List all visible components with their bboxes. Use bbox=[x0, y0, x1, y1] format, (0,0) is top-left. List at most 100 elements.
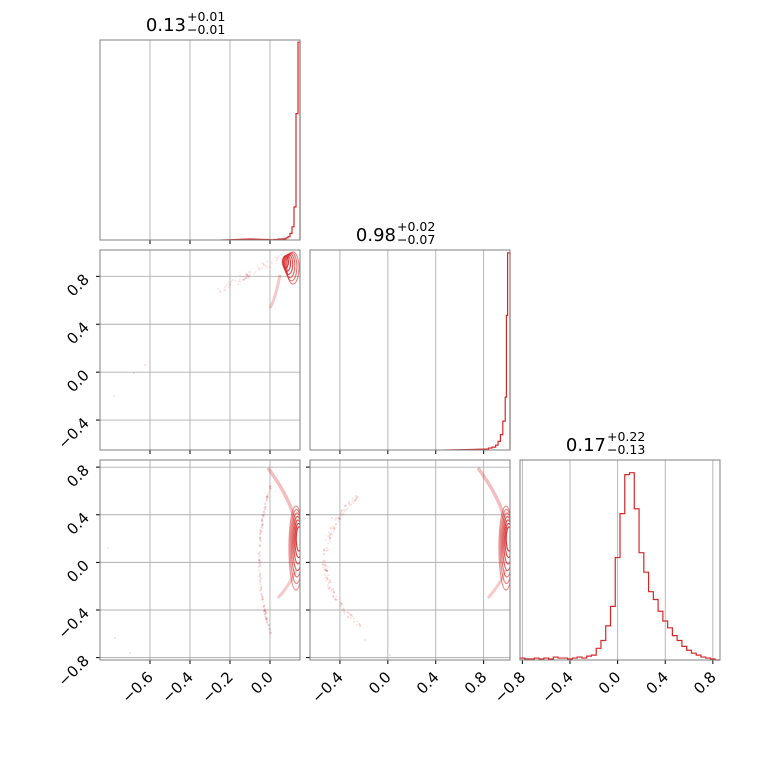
panel-2-0-sample bbox=[258, 579, 261, 582]
panel-1-0-sample bbox=[237, 283, 240, 286]
panel-2-1-sample bbox=[321, 563, 324, 566]
panel-2-0-sample bbox=[259, 580, 262, 583]
panel-2-0-sample bbox=[259, 555, 262, 558]
panel-2-1-sample bbox=[324, 564, 327, 567]
panel-2-1-sample bbox=[332, 587, 335, 590]
panel-2-1-sample bbox=[326, 565, 329, 568]
panel-1-0-ytick-label-1: 0.0 bbox=[63, 366, 93, 396]
panel-2-1-sample bbox=[332, 591, 335, 594]
panel-2-0-sample bbox=[259, 564, 262, 567]
panel-2-0-sample bbox=[261, 525, 264, 528]
panel-2-0-sample bbox=[258, 552, 261, 555]
panel-2-1-sample bbox=[346, 507, 349, 510]
panel-2-0-sample bbox=[258, 559, 261, 562]
panel-1-0-sample bbox=[244, 277, 247, 280]
panel-2-1-sample bbox=[339, 601, 342, 604]
panel-1-0-contour bbox=[281, 255, 290, 269]
panel-2-1-sample bbox=[328, 537, 331, 540]
panel-2-0-sample bbox=[266, 495, 269, 498]
panel-2-0-sample bbox=[263, 609, 266, 612]
panel-2-1-sample bbox=[329, 527, 332, 530]
panel-2-0-ytick-label-1: −0.4 bbox=[54, 604, 92, 642]
panel-2-1-sample bbox=[331, 533, 334, 536]
panel-2-1-sample bbox=[334, 517, 337, 520]
panel-2-0-sample bbox=[265, 618, 268, 621]
panel-2-1-sample bbox=[341, 513, 344, 516]
panel-2-1-sample bbox=[326, 535, 329, 538]
panel-2-0-xtick-label-1: −0.4 bbox=[158, 668, 196, 706]
panel-2-0-sample bbox=[260, 586, 263, 589]
panel-2-1-sample bbox=[340, 603, 343, 606]
panel-2-0-sample bbox=[258, 559, 261, 562]
panel-2-1-sample bbox=[326, 569, 329, 572]
panel-2-0-sample bbox=[260, 587, 263, 590]
panel-2-1-sample bbox=[344, 505, 347, 508]
panel-1-0-sample bbox=[245, 276, 248, 279]
panel-2-0-sample bbox=[261, 598, 264, 601]
panel-2-1-sample bbox=[326, 578, 329, 581]
panel-2-0-sample bbox=[258, 569, 261, 572]
panel-1-0-sample bbox=[270, 261, 273, 264]
panel-2-0-sample bbox=[264, 506, 267, 509]
panel-2-1-sample bbox=[356, 620, 359, 623]
panel-1-0-sample bbox=[241, 279, 244, 282]
panel-2-2-xtick-label-3: 0.4 bbox=[642, 668, 672, 698]
panel-2-1-sample bbox=[329, 539, 332, 542]
panel-2-0-sample bbox=[265, 497, 268, 500]
panel-2-1-contour bbox=[505, 526, 510, 552]
panel-1-0-sample bbox=[266, 260, 269, 263]
panel-2-0-sample bbox=[262, 513, 265, 516]
panel-1-0-sample bbox=[254, 271, 257, 274]
panel-1-0-sample bbox=[249, 273, 252, 276]
panel-2-2-title-lower: −0.13 bbox=[607, 442, 645, 457]
panel-2-0-sample bbox=[261, 522, 264, 525]
panel-2-0-sample bbox=[258, 544, 261, 547]
panel-2-1-sample bbox=[349, 613, 352, 616]
panel-2-0-sample bbox=[269, 628, 272, 631]
panel-1-0-sample bbox=[246, 273, 249, 276]
panel-2-1-sample bbox=[343, 609, 346, 612]
panel-2-1-sample bbox=[342, 508, 345, 511]
panel-1-0-sample bbox=[246, 274, 249, 277]
panel-2-0-xtick-label-2: −0.2 bbox=[198, 668, 236, 706]
panel-2-1-sample bbox=[347, 502, 350, 505]
panel-2-0-sample bbox=[267, 623, 270, 626]
panel-2-0-sample bbox=[259, 531, 262, 534]
panel-2-0-sample bbox=[259, 538, 262, 541]
panel-2-1-sample bbox=[328, 581, 331, 584]
panel-2-0-sample bbox=[266, 495, 269, 498]
panel-1-0-sample bbox=[228, 283, 231, 286]
panel-0-0-hist-step bbox=[269, 41, 301, 241]
panel-2-1-xtick-label-1: 0.0 bbox=[365, 668, 395, 698]
panel-2-0-sample bbox=[262, 514, 265, 517]
panel-2-1-sample bbox=[355, 496, 358, 499]
panel-2-0-sample bbox=[268, 489, 271, 492]
panel-2-1-sample bbox=[356, 623, 359, 626]
panel-2-0-sample bbox=[262, 605, 265, 608]
panel-2-0-sample bbox=[259, 536, 262, 539]
panel-2-1-sample bbox=[335, 595, 338, 598]
panel-2-1-sample bbox=[345, 504, 348, 507]
panel-2-0-sample bbox=[258, 533, 261, 536]
panel-2-1-sample bbox=[324, 563, 327, 566]
panel-2-0-sample bbox=[258, 536, 261, 539]
panel-2-1-sample bbox=[344, 505, 347, 508]
panel-2-1-sample bbox=[347, 611, 350, 614]
panel-2-0-sample bbox=[266, 495, 269, 498]
panel-1-0-sample bbox=[225, 284, 228, 287]
panel-2-0-sample bbox=[260, 519, 263, 522]
panel-2-2-xtick-label-1: −0.4 bbox=[538, 668, 576, 706]
panel-2-0-sample bbox=[264, 610, 267, 613]
panel-2-0-sample bbox=[264, 615, 267, 618]
panel-2-1-sample bbox=[354, 494, 357, 497]
panel-2-1-sample bbox=[328, 585, 331, 588]
panel-2-1-sample bbox=[350, 614, 353, 617]
panel-2-1-sample bbox=[342, 607, 345, 610]
panel-1-0-sample bbox=[234, 279, 237, 282]
panel-2-0-sample bbox=[267, 494, 270, 497]
panel-2-0-sample bbox=[262, 514, 265, 517]
panel-2-0-sample bbox=[261, 523, 264, 526]
panel-2-0-sample bbox=[265, 619, 268, 622]
panel-1-0-sample bbox=[277, 254, 280, 257]
